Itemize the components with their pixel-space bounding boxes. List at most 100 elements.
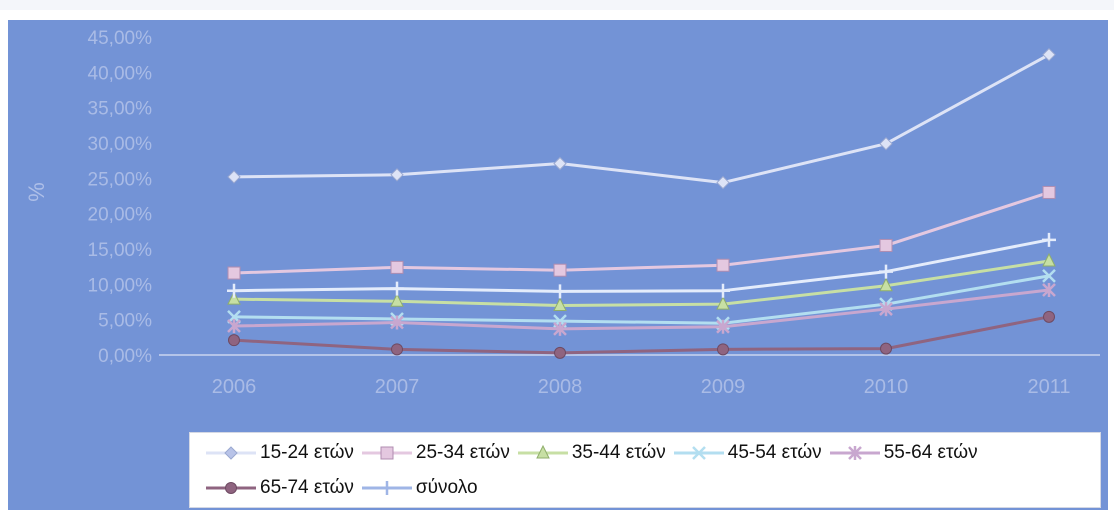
data-point xyxy=(716,258,730,272)
legend-item: 35-44 ετών xyxy=(516,442,666,464)
data-point xyxy=(390,281,404,296)
legend-item: 25-34 ετών xyxy=(360,442,510,464)
data-point xyxy=(716,319,730,334)
series-plus xyxy=(227,232,1056,299)
legend-label: 55-64 ετών xyxy=(883,442,978,463)
data-point xyxy=(225,482,237,494)
data-point xyxy=(554,346,566,359)
series-line xyxy=(233,315,1050,355)
data-point xyxy=(391,343,403,356)
series-line xyxy=(233,191,1050,275)
data-point xyxy=(879,136,893,151)
y-tick-label: 0,00% xyxy=(98,346,152,367)
legend-item: 55-64 ετών xyxy=(828,442,978,464)
data-point xyxy=(1042,268,1056,283)
x-tick-label: 2008 xyxy=(538,376,583,398)
data-point xyxy=(879,238,893,252)
data-point xyxy=(691,446,706,460)
legend-item: 15-24 ετών xyxy=(204,442,354,464)
data-point xyxy=(553,297,567,312)
data-point xyxy=(224,446,238,460)
series-line xyxy=(233,53,1050,185)
data-point xyxy=(553,263,567,277)
legend: 15-24 ετών 25-34 ετών 35-44 ετών 45-54 ετών… xyxy=(189,432,1101,508)
data-point xyxy=(553,156,567,171)
series-diamond xyxy=(227,47,1056,190)
data-point xyxy=(1042,232,1056,247)
y-tick-label: 10,00% xyxy=(88,275,153,296)
x-tick-label: 2009 xyxy=(701,376,746,398)
y-tick-label: 5,00% xyxy=(98,311,152,332)
series-circle xyxy=(228,310,1055,359)
y-tick-label: 40,00% xyxy=(88,63,153,84)
series-line xyxy=(233,288,1050,331)
data-point xyxy=(227,291,241,305)
data-point xyxy=(379,481,394,495)
data-point xyxy=(879,277,893,292)
legend-swatch xyxy=(361,446,412,460)
data-point xyxy=(227,170,241,184)
legend-label: 35-44 ετών xyxy=(571,442,666,463)
data-point xyxy=(1042,185,1056,199)
legend-label: 25-34 ετών xyxy=(415,442,510,463)
data-point xyxy=(390,168,404,182)
y-tick-label: 30,00% xyxy=(88,134,153,155)
data-point xyxy=(1042,252,1056,267)
data-point xyxy=(716,175,730,190)
data-point xyxy=(880,342,892,355)
data-point xyxy=(227,266,241,280)
data-point xyxy=(553,321,567,336)
data-point xyxy=(716,296,730,310)
legend-label: 45-54 ετών xyxy=(727,442,822,463)
data-point xyxy=(390,260,404,274)
y-tick-label: 20,00% xyxy=(88,205,153,226)
data-point xyxy=(879,302,893,317)
y-axis-label: % xyxy=(24,182,49,202)
series-triangle xyxy=(227,252,1056,312)
data-point xyxy=(717,343,729,356)
y-tick-label: 45,00% xyxy=(88,28,153,49)
data-point xyxy=(1042,282,1056,297)
data-point xyxy=(536,444,550,459)
legend-row: 65-74 ετών σύνολο xyxy=(204,471,484,505)
legend-label: 15-24 ετών xyxy=(260,442,354,463)
legend-item: 45-54 ετών xyxy=(672,442,822,464)
data-point xyxy=(390,293,404,307)
legend-label: σύνολο xyxy=(415,477,478,498)
series-square xyxy=(227,185,1056,280)
x-tick-label: 2011 xyxy=(1027,376,1070,398)
legend-item: 65-74 ετών xyxy=(204,477,354,499)
top-strip xyxy=(0,0,1114,10)
data-point xyxy=(1042,47,1056,62)
legend-label: 65-74 ετών xyxy=(260,477,354,498)
x-tick-label: 2010 xyxy=(864,376,909,398)
data-point xyxy=(228,334,240,347)
legend-swatch xyxy=(361,481,412,495)
legend-swatch xyxy=(829,446,880,460)
series-star xyxy=(227,282,1056,336)
series-line xyxy=(233,238,1050,293)
x-tick-label: 2007 xyxy=(375,376,420,398)
y-tick-label: 25,00% xyxy=(88,169,153,190)
legend-row: 15-24 ετών 25-34 ετών 35-44 ετών 45-54 ετών… xyxy=(204,436,984,470)
y-tick-label: 15,00% xyxy=(88,240,153,261)
data-point xyxy=(1043,310,1055,323)
data-point xyxy=(553,284,567,299)
x-tick-labels: 2006 2007 2008 2009 2010 2011 xyxy=(212,376,1071,398)
series-layer xyxy=(227,47,1056,359)
legend-swatch xyxy=(517,444,568,459)
data-point xyxy=(380,446,394,460)
y-tick-label: 35,00% xyxy=(88,99,153,120)
legend-item: σύνολο xyxy=(360,477,478,499)
x-tick-label: 2006 xyxy=(212,376,257,398)
data-point xyxy=(227,283,241,298)
y-tick-labels: 0,00% 5,00% 10,00% 15,00% 20,00% 25,00% 30,00%… xyxy=(88,28,153,367)
legend-swatch xyxy=(206,482,256,494)
data-point xyxy=(390,315,404,330)
series-line xyxy=(233,259,1050,308)
data-point xyxy=(847,446,862,460)
data-point xyxy=(227,319,241,334)
legend-swatch xyxy=(206,446,256,460)
